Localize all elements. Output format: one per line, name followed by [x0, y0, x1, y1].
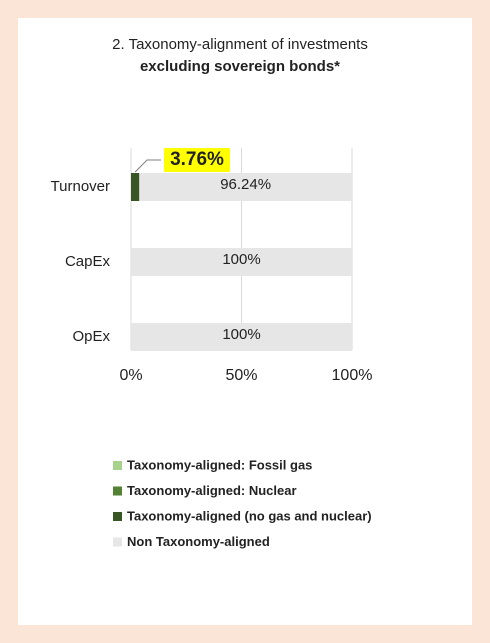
x-tick-label: 50% — [225, 367, 257, 384]
legend-label: Taxonomy-aligned: Nuclear — [127, 483, 297, 498]
label-highlight — [164, 148, 230, 172]
y-tick-label: Turnover — [51, 178, 110, 195]
bar-segment — [131, 248, 352, 276]
value-label: 3.76% — [170, 149, 224, 170]
legend-label: Taxonomy-aligned: Fossil gas — [127, 457, 312, 472]
x-tick-label: 100% — [332, 367, 373, 384]
chart-subtitle: excluding sovereign bonds* — [140, 58, 340, 75]
legend-marker — [113, 461, 122, 470]
y-tick-label: OpEx — [72, 328, 110, 345]
y-tick-label: CapEx — [65, 253, 111, 270]
value-label: 100% — [222, 251, 260, 268]
x-tick-label: 0% — [119, 367, 142, 384]
bar-segment — [131, 173, 140, 201]
leader-line — [134, 159, 161, 173]
legend-label: Non Taxonomy-aligned — [127, 534, 270, 549]
value-label: 100% — [222, 326, 260, 343]
bar-segment — [139, 173, 352, 201]
legend-marker — [113, 537, 122, 547]
bar-segment — [131, 323, 352, 351]
value-label: 96.24% — [220, 176, 271, 193]
panel — [18, 18, 472, 625]
legend-marker — [113, 486, 122, 496]
legend-marker — [113, 512, 122, 521]
legend-label: Taxonomy-aligned (no gas and nuclear) — [127, 508, 372, 523]
chart-title: 2. Taxonomy-alignment of investments — [112, 36, 368, 53]
